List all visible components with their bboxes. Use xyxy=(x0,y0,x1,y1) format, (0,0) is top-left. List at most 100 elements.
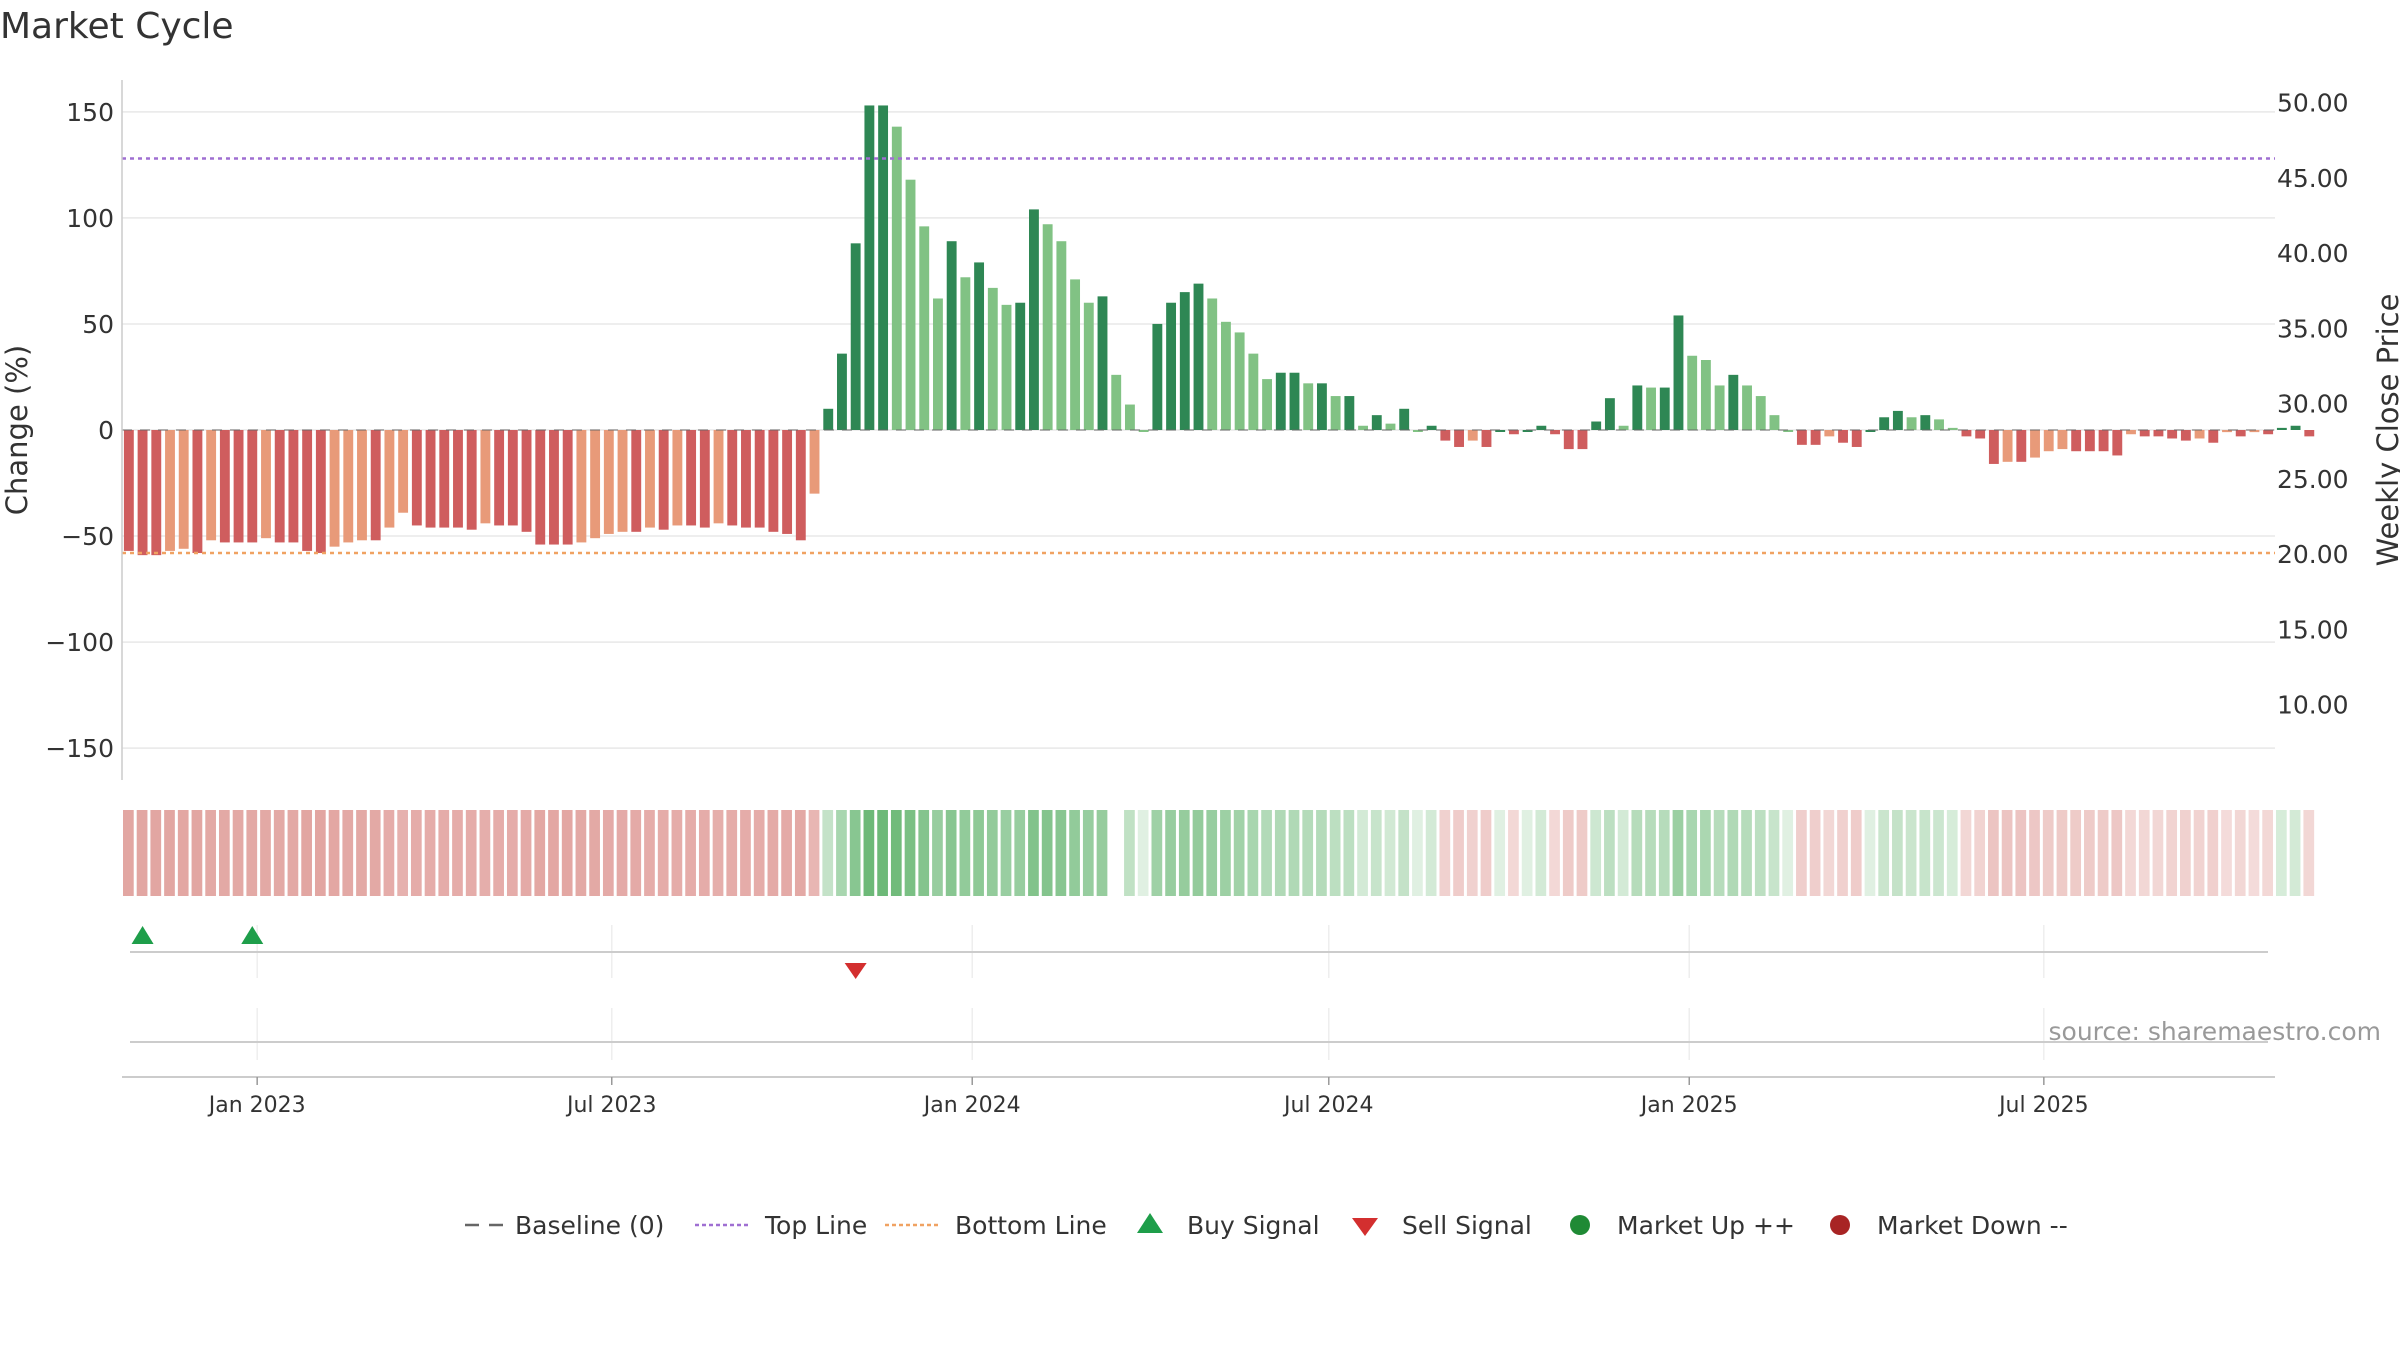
change-bar xyxy=(1029,209,1039,430)
band-cell xyxy=(1741,810,1752,896)
change-bar xyxy=(1947,427,1958,430)
buy-signal-marker xyxy=(241,926,264,944)
band-cell xyxy=(932,810,943,896)
change-bar xyxy=(425,430,436,528)
y-tick-label: −150 xyxy=(45,734,114,763)
change-bar xyxy=(480,430,491,524)
band-cell xyxy=(1082,810,1094,896)
band-cell xyxy=(630,810,642,896)
band-cell xyxy=(534,810,546,896)
legend-label: Top Line xyxy=(764,1211,867,1240)
legend-label: Market Up ++ xyxy=(1617,1211,1795,1240)
band-cell xyxy=(2097,810,2109,896)
band-cell xyxy=(657,810,669,896)
change-bar xyxy=(1796,430,1807,445)
change-bar xyxy=(1166,302,1177,430)
band-cell xyxy=(2015,810,2027,896)
change-bar xyxy=(1824,430,1835,437)
band-cell xyxy=(2111,810,2123,896)
change-bar xyxy=(1481,430,1492,447)
band-cell xyxy=(890,810,902,896)
change-bar xyxy=(1179,292,1190,430)
y-axis-title: Change (%) xyxy=(0,345,34,515)
band-cell xyxy=(493,810,504,896)
band-cell xyxy=(356,810,367,896)
change-bar xyxy=(288,430,299,543)
band-cell xyxy=(1178,810,1190,896)
band-cell xyxy=(794,810,806,896)
band-cell xyxy=(164,810,175,896)
band-cell xyxy=(136,810,148,896)
band-cell xyxy=(506,810,518,896)
band-cell xyxy=(671,810,683,896)
change-bar xyxy=(1742,385,1752,430)
y2-tick-label: 40.00 xyxy=(2277,239,2349,268)
band-cell xyxy=(602,810,614,896)
change-bar xyxy=(1001,304,1012,430)
buy-signal-legend-icon xyxy=(1137,1213,1163,1233)
legend-item: Bottom Line xyxy=(885,1211,1107,1240)
band-cell xyxy=(314,810,326,896)
band-cell xyxy=(369,810,381,896)
change-bar xyxy=(247,430,258,543)
band-cell xyxy=(150,810,162,896)
band-cell xyxy=(548,810,559,896)
change-bar xyxy=(1262,379,1273,430)
right-y-axis: 50.00 45.00 40.00 35.00 30.00 25.00 20.00 15.00… xyxy=(2277,89,2349,720)
change-bar xyxy=(329,430,340,547)
band-cell xyxy=(205,810,216,896)
band-cell xyxy=(2029,810,2040,896)
change-bar xyxy=(1152,323,1163,430)
band-cell xyxy=(1946,810,1958,896)
change-bars xyxy=(123,105,2315,556)
legend: Baseline (0) Top Line Bottom Line Buy Signa… xyxy=(465,1211,2068,1240)
change-bar xyxy=(137,430,148,556)
change-bar xyxy=(1440,430,1451,441)
change-bar xyxy=(1865,430,1876,432)
change-bar xyxy=(1810,430,1821,445)
band-cell xyxy=(1919,810,1931,896)
band-cell xyxy=(1878,810,1890,896)
band-cell xyxy=(452,810,463,896)
band-cell xyxy=(1892,810,1903,896)
change-bar xyxy=(206,430,217,541)
sell-signal-legend-icon xyxy=(1352,1218,1378,1236)
change-bar xyxy=(1015,302,1026,430)
change-bar xyxy=(507,430,518,526)
band-cell xyxy=(479,810,491,896)
band-cell xyxy=(1233,810,1245,896)
change-bar xyxy=(864,105,875,431)
band-cell xyxy=(287,810,299,896)
band-cell xyxy=(177,810,189,896)
band-cell xyxy=(2262,810,2273,896)
change-bar xyxy=(1591,421,1602,430)
change-bar xyxy=(1042,224,1053,430)
band-cell xyxy=(410,810,422,896)
band-cell xyxy=(1590,810,1602,896)
band-cell xyxy=(1384,810,1396,896)
band-cell xyxy=(986,810,998,896)
band-cell xyxy=(1165,810,1176,896)
band-cell xyxy=(2180,810,2191,896)
change-bar xyxy=(658,430,669,530)
band-cell xyxy=(644,810,655,896)
change-bar xyxy=(727,430,738,526)
change-bar xyxy=(466,430,477,530)
band-cell xyxy=(397,810,408,896)
change-bar xyxy=(1220,321,1231,430)
band-cell xyxy=(1439,810,1451,896)
y2-tick-label: 20.00 xyxy=(2277,540,2349,569)
change-bar xyxy=(261,430,271,539)
band-cell xyxy=(1850,810,1862,896)
band-cell xyxy=(1782,810,1794,896)
change-bar xyxy=(645,430,655,528)
band-cell xyxy=(1137,810,1149,896)
band-cell xyxy=(2056,810,2068,896)
band-cell xyxy=(1466,810,1478,896)
change-bar xyxy=(1604,398,1615,430)
change-bar xyxy=(1097,296,1108,430)
band-cell xyxy=(2207,810,2219,896)
change-bar xyxy=(946,241,957,430)
change-bar xyxy=(178,430,189,549)
